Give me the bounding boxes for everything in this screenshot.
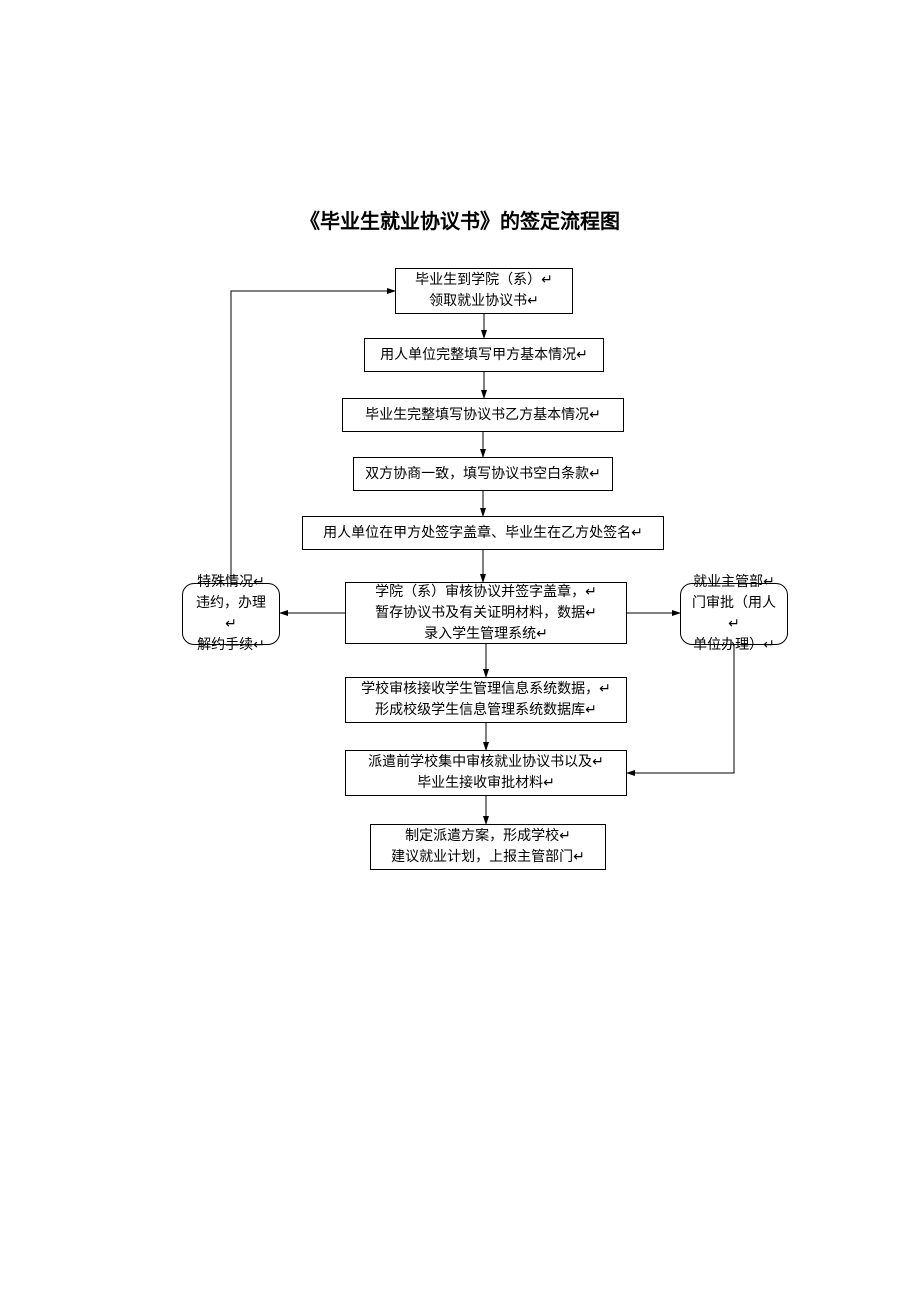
flowchart-node: 毕业生完整填写协议书乙方基本情况↵: [342, 398, 624, 432]
flowchart-node: 派遣前学校集中审核就业协议书以及↵毕业生接收审批材料↵: [345, 750, 627, 796]
flowchart-node: 学院（系）审核协议并签字盖章，↵暂存协议书及有关证明材料，数据↵录入学生管理系统…: [345, 582, 627, 644]
node-label: 制定派遣方案，形成学校↵建议就业计划，上报主管部门↵: [391, 826, 585, 868]
diagram-title: 《毕业生就业协议书》的签定流程图: [0, 205, 920, 234]
node-label: 双方协商一致，填写协议书空白条款↵: [365, 464, 601, 485]
flowchart-node: 毕业生到学院（系）↵领取就业协议书↵: [395, 268, 573, 314]
node-label: 用人单位完整填写甲方基本情况↵: [380, 345, 588, 366]
edges-layer: [0, 0, 920, 1302]
flowchart-node: 用人单位在甲方处签字盖章、毕业生在乙方处签名↵: [302, 516, 664, 550]
flowchart-node: 制定派遣方案，形成学校↵建议就业计划，上报主管部门↵: [370, 824, 606, 870]
node-label: 派遣前学校集中审核就业协议书以及↵毕业生接收审批材料↵: [368, 752, 604, 794]
node-label: 毕业生完整填写协议书乙方基本情况↵: [365, 405, 601, 426]
node-label: 学院（系）审核协议并签字盖章，↵暂存协议书及有关证明材料，数据↵录入学生管理系统…: [375, 582, 597, 645]
flowchart-node: 用人单位完整填写甲方基本情况↵: [364, 338, 604, 372]
flowchart-node: 学校审核接收学生管理信息系统数据，↵形成校级学生信息管理系统数据库↵: [345, 677, 627, 723]
node-label: 用人单位在甲方处签字盖章、毕业生在乙方处签名↵: [323, 523, 643, 544]
node-label: 特殊情况↵违约，办理↵解约手续↵: [193, 572, 269, 656]
node-label: 学校审核接收学生管理信息系统数据，↵形成校级学生信息管理系统数据库↵: [361, 679, 611, 721]
flowchart-node: 双方协商一致，填写协议书空白条款↵: [353, 457, 613, 491]
flowchart-node: 特殊情况↵违约，办理↵解约手续↵: [182, 583, 280, 645]
flowchart-node: 就业主管部↵门审批（用人↵单位办理）↵: [680, 583, 788, 645]
node-label: 毕业生到学院（系）↵领取就业协议书↵: [415, 270, 553, 312]
node-label: 就业主管部↵门审批（用人↵单位办理）↵: [691, 572, 777, 656]
